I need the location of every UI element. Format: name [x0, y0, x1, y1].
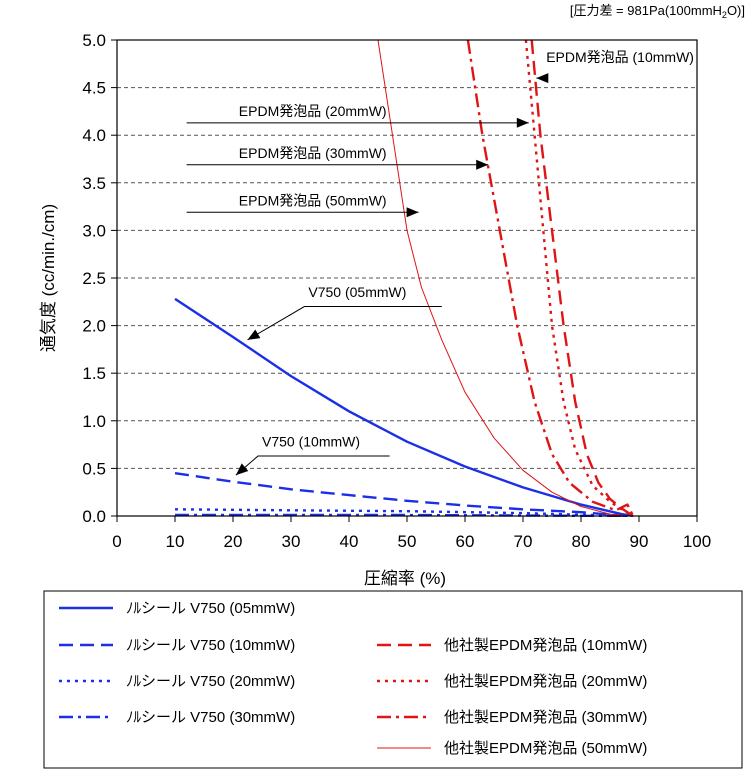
series-line: [377, 39, 628, 517]
legend-box: [43, 590, 743, 769]
y-tick-label: 4.0: [82, 126, 106, 145]
y-tick-label: 1.0: [82, 412, 106, 431]
annotation-leader: [247, 306, 442, 341]
x-tick-label: 70: [514, 532, 533, 551]
annotation-arrow: [247, 329, 261, 340]
pressure-note: [圧力差 = 981Pa(100mmH2O)]: [570, 3, 745, 20]
annotation-label: EPDM発泡品 (30mmW): [239, 145, 387, 161]
annotation-arrow: [406, 207, 419, 218]
legend-label: ﾉﾙシール V750 (20mmW): [126, 673, 295, 690]
x-axis-label: 圧縮率 (%): [364, 569, 446, 588]
x-tick-label: 40: [340, 532, 359, 551]
x-tick-label: 0: [112, 532, 121, 551]
series-line: [174, 472, 628, 517]
series-line: [530, 39, 634, 517]
y-tick-label: 2.5: [82, 269, 106, 288]
y-tick-label: 0.0: [82, 507, 106, 526]
grid-lines: [117, 39, 697, 469]
legend: ﾉﾙシール V750 (05mmW) ﾉﾙシール V750 (10mmW) ﾉﾙシー…: [43, 590, 743, 769]
annotation-arrow: [536, 73, 549, 84]
annotations: EPDM発泡品 (10mmW) EPDM発泡品 (20mmW) EPDM発泡品 (3…: [186, 49, 694, 476]
annotation-label: EPDM発泡品 (20mmW): [239, 103, 387, 119]
annotation-label: EPDM発泡品 (10mmW): [546, 49, 694, 65]
y-tick-label: 4.5: [82, 79, 106, 98]
series-line: [466, 39, 635, 517]
legend-label: 他社製EPDM発泡品 (20mmW): [444, 673, 647, 690]
x-tick-label: 90: [630, 532, 649, 551]
x-tick-label: 10: [166, 532, 185, 551]
x-tick-label: 60: [456, 532, 475, 551]
annotation-label: V750 (05mmW): [308, 284, 406, 300]
x-tick-label: 50: [398, 532, 417, 551]
y-tick-label: 1.5: [82, 364, 106, 383]
legend-label: 他社製EPDM発泡品 (30mmW): [444, 709, 647, 726]
legend-label: 他社製EPDM発泡品 (50mmW): [444, 740, 647, 757]
series-line: [174, 508, 628, 517]
x-tick-label: 80: [572, 532, 591, 551]
annotation-arrow: [235, 463, 249, 476]
x-tick-label: 20: [224, 532, 243, 551]
annotation-leader: [235, 455, 390, 476]
x-tick-label: 30: [282, 532, 301, 551]
axes: 0 10 20 30 40 50 60 70 80 90 100 0.0 0.5 1.0 1.5 2.0 2.5…: [82, 31, 711, 551]
legend-label: 他社製EPDM発泡品 (10mmW): [444, 637, 647, 654]
y-tick-label: 3.5: [82, 174, 106, 193]
legend-label: ﾉﾙシール V750 (05mmW): [126, 600, 295, 617]
annotation-arrow: [476, 159, 489, 170]
annotation-label: EPDM発泡品 (50mmW): [239, 193, 387, 209]
y-tick-label: 0.5: [82, 459, 106, 478]
y-axis-label: 通気度 (cc/min./cm): [39, 204, 58, 352]
annotation-arrow: [516, 117, 529, 128]
legend-label: ﾉﾙシール V750 (10mmW): [126, 637, 295, 654]
series-line: [174, 297, 634, 517]
legend-label: ﾉﾙシール V750 (30mmW): [126, 709, 295, 726]
y-tick-label: 3.0: [82, 221, 106, 240]
annotation-label: V750 (10mmW): [262, 434, 360, 450]
y-tick-label: 2.0: [82, 317, 106, 336]
y-tick-label: 5.0: [82, 31, 106, 50]
x-tick-label: 100: [683, 532, 711, 551]
